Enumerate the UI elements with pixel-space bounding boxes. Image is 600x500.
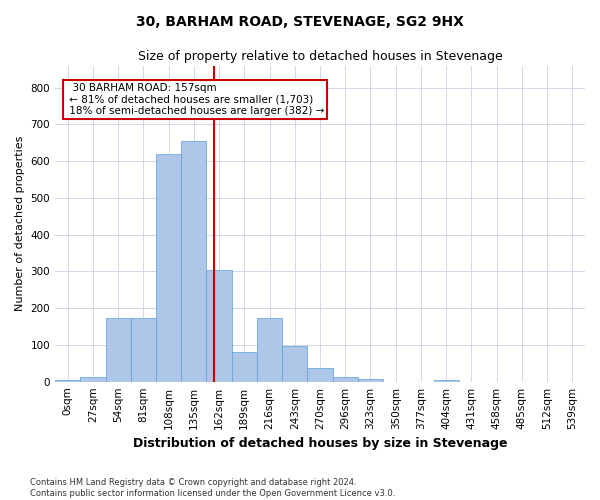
- Bar: [181, 141, 206, 382]
- Bar: [131, 318, 156, 382]
- Bar: [358, 378, 383, 382]
- Bar: [307, 368, 332, 382]
- Bar: [80, 377, 106, 382]
- Bar: [106, 318, 131, 382]
- Bar: [232, 352, 257, 382]
- Y-axis label: Number of detached properties: Number of detached properties: [15, 136, 25, 312]
- Bar: [55, 380, 80, 382]
- Bar: [156, 154, 181, 382]
- Bar: [282, 346, 307, 382]
- Text: Contains HM Land Registry data © Crown copyright and database right 2024.
Contai: Contains HM Land Registry data © Crown c…: [30, 478, 395, 498]
- Bar: [434, 380, 459, 382]
- Text: 30, BARHAM ROAD, STEVENAGE, SG2 9HX: 30, BARHAM ROAD, STEVENAGE, SG2 9HX: [136, 15, 464, 29]
- Bar: [332, 377, 358, 382]
- Title: Size of property relative to detached houses in Stevenage: Size of property relative to detached ho…: [137, 50, 502, 63]
- X-axis label: Distribution of detached houses by size in Stevenage: Distribution of detached houses by size …: [133, 437, 507, 450]
- Text: 30 BARHAM ROAD: 157sqm  
 ← 81% of detached houses are smaller (1,703)
 18% of s: 30 BARHAM ROAD: 157sqm ← 81% of detached…: [65, 83, 324, 116]
- Bar: [257, 318, 282, 382]
- Bar: [206, 270, 232, 382]
